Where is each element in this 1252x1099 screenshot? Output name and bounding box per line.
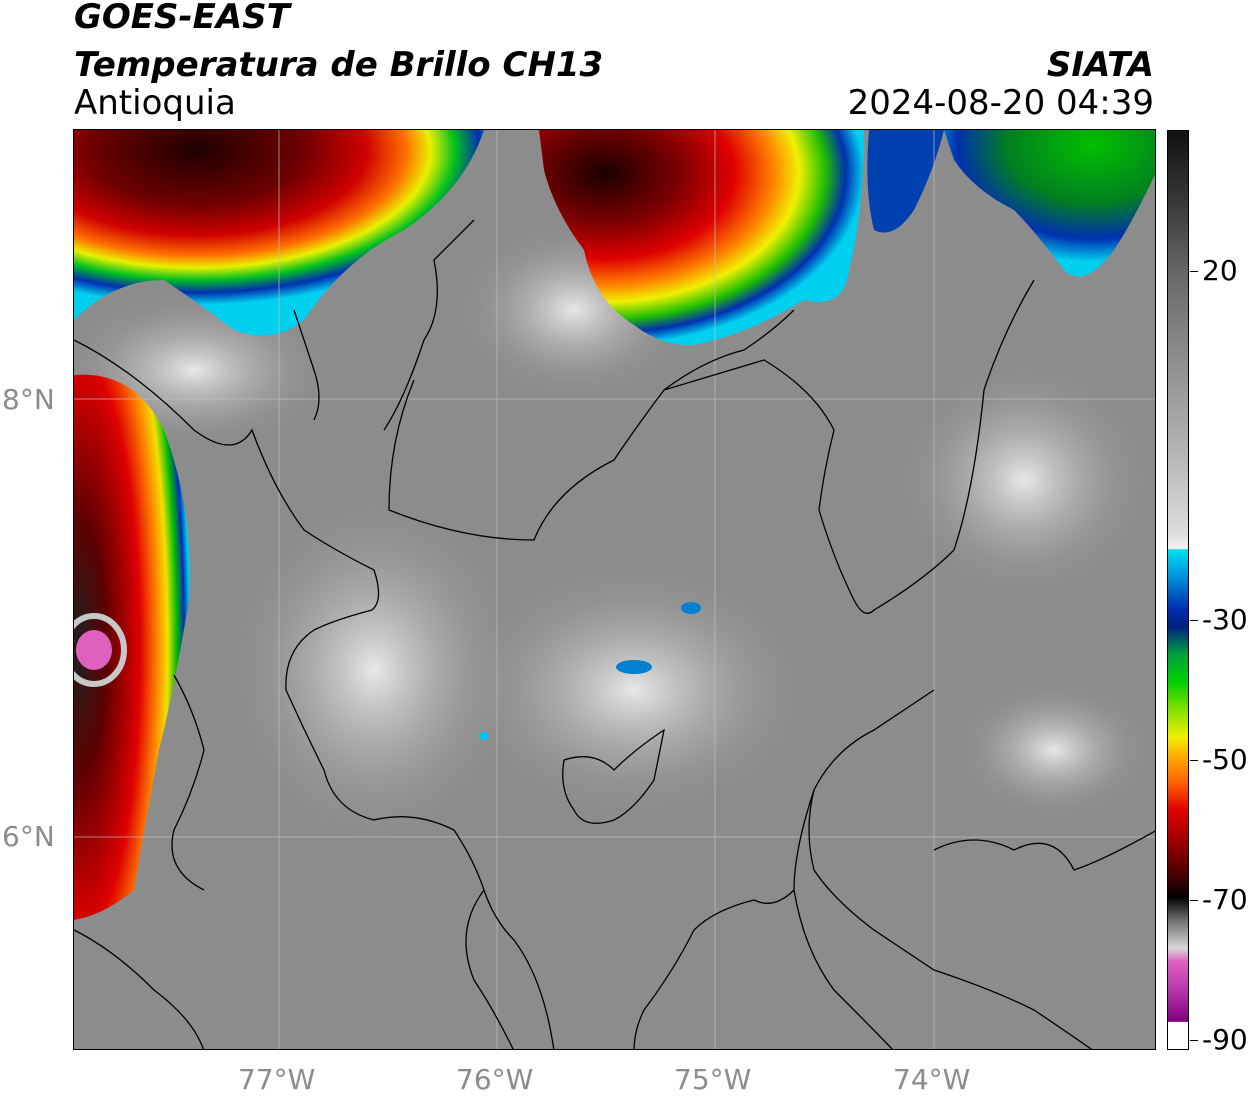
satellite-title: GOES-EAST	[74, 0, 290, 37]
colorbar-tick	[1190, 900, 1198, 901]
overshooting-top-ring	[74, 613, 127, 687]
colorbar-label-minus90: -90	[1202, 1023, 1248, 1056]
lon-tick-77w: 77°W	[238, 1063, 316, 1096]
lat-tick-6n: 6°N	[2, 820, 55, 853]
colorbar-tick	[1190, 1040, 1198, 1041]
cloud-area	[954, 680, 1154, 820]
product-title: Temperatura de Brillo CH13	[74, 45, 604, 85]
overshooting-top	[76, 630, 112, 670]
region-label: Antioquia	[74, 83, 236, 123]
storm-cell-northeast	[944, 130, 1155, 277]
storm-fringe	[867, 130, 944, 233]
datetime-label: 2024-08-20 04:39	[847, 83, 1154, 123]
lon-tick-74w: 74°W	[893, 1063, 971, 1096]
map-canvas	[74, 130, 1155, 1049]
admin-borders	[74, 219, 1155, 1049]
colorbar-label-20: 20	[1202, 254, 1238, 287]
cloud-area	[454, 560, 814, 820]
cold-spot	[681, 602, 701, 614]
colorbar-tick	[1190, 271, 1198, 272]
cloud-area	[894, 360, 1154, 600]
cold-spot	[616, 660, 652, 674]
cold-spot	[479, 732, 489, 740]
storm-cell-north	[539, 130, 864, 345]
colorbar-label-minus30: -30	[1202, 603, 1248, 636]
colorbar-label-minus70: -70	[1202, 883, 1248, 916]
colorbar	[1167, 130, 1189, 1050]
lat-tick-8n: 8°N	[2, 383, 55, 416]
brand-label: SIATA	[1046, 45, 1154, 85]
colorbar-tick	[1190, 760, 1198, 761]
cloud-area	[224, 490, 524, 850]
lon-tick-75w: 75°W	[674, 1063, 752, 1096]
colorbar-tick	[1190, 620, 1198, 621]
colorbar-label-minus50: -50	[1202, 743, 1248, 776]
lon-tick-76w: 76°W	[456, 1063, 534, 1096]
satellite-map	[73, 129, 1156, 1050]
graticule	[74, 130, 1155, 1049]
storm-cell-west	[74, 374, 190, 921]
